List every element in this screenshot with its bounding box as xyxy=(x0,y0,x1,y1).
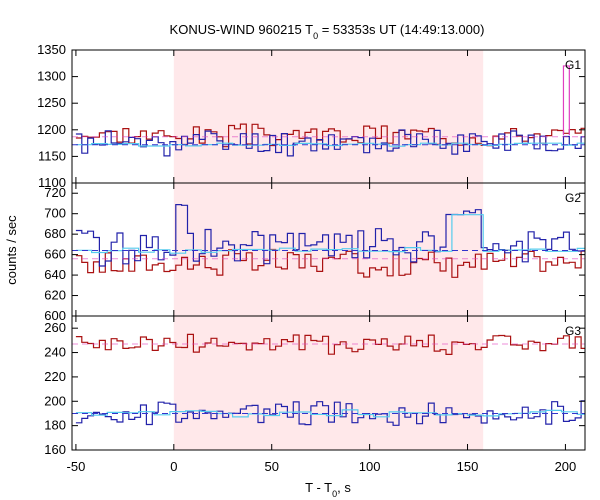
panel-g1: 1100 1150 1200 1250 1300 1350 G1 xyxy=(37,42,586,190)
y-tick-label: 160 xyxy=(44,442,66,457)
y-tick-label: 640 xyxy=(44,267,66,282)
y-tick-label: 1100 xyxy=(38,175,66,190)
panel-label-g3: G3 xyxy=(565,324,581,338)
y-tick-label: 240 xyxy=(44,345,66,360)
x-tick-label: 200 xyxy=(555,459,577,474)
y-tick-label: 620 xyxy=(44,288,66,303)
red-count-series xyxy=(75,248,585,278)
x-tick-label: -50 xyxy=(67,459,86,474)
smoothed-series xyxy=(75,214,585,254)
panel-label-g2: G2 xyxy=(565,191,581,205)
y-tick-label: 600 xyxy=(44,308,66,323)
x-axis-label: T - T0, s xyxy=(305,480,351,499)
y-tick-label: 180 xyxy=(44,418,66,433)
chart-title-sub: 0 xyxy=(313,31,318,41)
y-tick-label: 260 xyxy=(44,320,66,335)
panel-g3: 160 180 200 220 240 260 G3 xyxy=(44,315,586,457)
panel-label-g1: G1 xyxy=(565,58,581,72)
chart-title: KONUS-WIND 960215 T0 = 53353s UT (14:49:… xyxy=(170,22,485,41)
y-tick-label: 700 xyxy=(44,206,66,221)
x-tick-label: 50 xyxy=(264,459,278,474)
x-axis-label-rest: , s xyxy=(337,480,351,495)
y-tick-label: 1350 xyxy=(37,42,66,57)
chart-title-rest: = 53353s UT (14:49:13.000) xyxy=(318,22,484,37)
x-axis-label-main: T - T xyxy=(305,480,332,495)
y-axis-label: counts / sec xyxy=(4,215,19,285)
y-tick-label: 1250 xyxy=(37,95,66,110)
y-tick-label: 220 xyxy=(44,369,66,384)
y-tick-label: 680 xyxy=(44,226,66,241)
chart-title-main: KONUS-WIND 960215 T xyxy=(170,22,314,37)
x-tick-label: 0 xyxy=(170,459,177,474)
blue-count-series xyxy=(75,129,585,157)
y-tick-label: 1150 xyxy=(38,148,66,163)
y-tick-label: 660 xyxy=(44,247,66,262)
red-count-series xyxy=(75,123,585,148)
y-tick-label: 1300 xyxy=(37,69,66,84)
red-count-series xyxy=(75,333,585,355)
y-tick-label: 200 xyxy=(44,393,66,408)
x-axis-label-sub: 0 xyxy=(332,489,337,499)
spike-series xyxy=(562,65,570,136)
y-tick-label: 720 xyxy=(44,185,66,200)
plot-area: 1100 1150 1200 1250 1300 1350 G1 600 620 640 660 68… xyxy=(37,42,586,474)
x-tick-label: 100 xyxy=(359,459,381,474)
blue-count-series xyxy=(75,400,585,426)
y-tick-label: 1200 xyxy=(37,122,66,137)
smoothed-series xyxy=(75,409,585,418)
x-tick-label: 150 xyxy=(457,459,479,474)
panel-g2: 600 620 640 660 680 700 720 G2 xyxy=(44,182,586,323)
smoothed-series xyxy=(75,142,585,147)
panel-frame xyxy=(71,315,586,451)
